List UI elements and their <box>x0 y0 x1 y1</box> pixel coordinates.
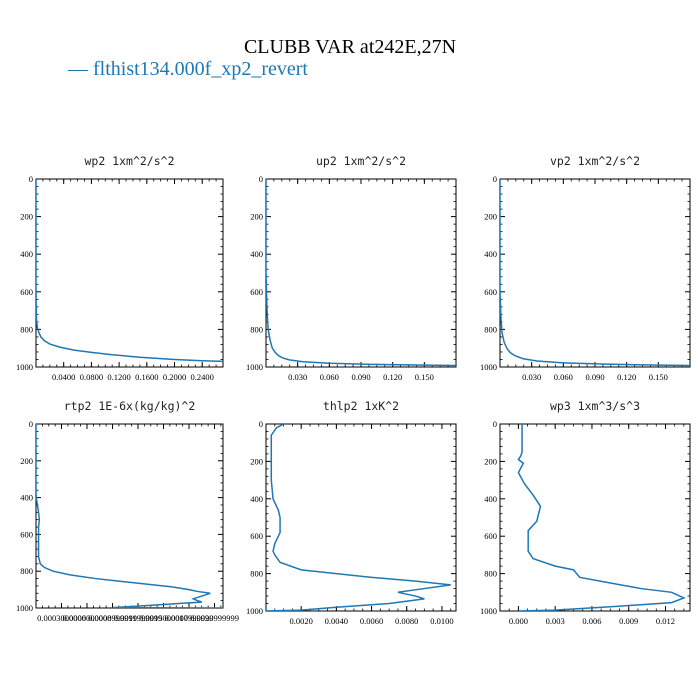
y-tick-label: 400 <box>20 249 33 259</box>
x-tick-label: 0.120 <box>383 372 402 382</box>
y-tick-label: 0 <box>29 174 33 184</box>
y-tick-label: 800 <box>484 569 497 579</box>
y-tick-label: 600 <box>250 531 263 541</box>
plot-frame <box>499 178 691 368</box>
x-tick-label: 0.0003000000 <box>37 613 86 623</box>
x-tick-label: 0.0800 <box>80 372 103 382</box>
y-tick-label: 800 <box>250 569 263 579</box>
y-tick-label: 1000 <box>16 603 33 613</box>
x-tick-label: 0.150 <box>415 372 434 382</box>
panel-title: up2 1xm^2/s^2 <box>316 154 406 168</box>
y-tick-label: 600 <box>484 531 497 541</box>
y-tick-label: 0 <box>493 419 497 429</box>
x-tick-label: 0.0060 <box>360 616 383 626</box>
x-tick-label: 0.0040 <box>325 616 348 626</box>
y-tick-label: 200 <box>484 456 497 466</box>
y-tick-label: 200 <box>250 212 263 222</box>
x-tick-label: 0.0100 <box>430 616 453 626</box>
x-tick-label: 0.0400 <box>52 372 75 382</box>
y-tick-label: 200 <box>484 212 497 222</box>
y-tick-label: 400 <box>20 493 33 503</box>
plot-frame <box>265 178 457 368</box>
panel-3: vp2 1xm^2/s^2 0 200 400 600 800 1000 0.030 0.060… <box>480 154 691 382</box>
plot-frame <box>265 423 457 612</box>
y-tick-label: 200 <box>20 212 33 222</box>
x-tick-label: 0.120 <box>617 372 636 382</box>
panel-title: wp3 1xm^3/s^3 <box>550 399 640 413</box>
x-tick-label: 0.009 <box>619 616 638 626</box>
x-tick-label: 0.2400 <box>191 372 214 382</box>
y-tick-label: 0 <box>493 174 497 184</box>
y-tick-label: 1000 <box>246 362 263 372</box>
plot-frame <box>35 423 224 609</box>
panel-1: wp2 1xm^2/s^2 0 200 400 600 800 1000 0.0400 0.08… <box>16 154 224 382</box>
panel-2: up2 1xm^2/s^2 0 200 400 600 800 1000 0.030 0.060… <box>246 154 457 382</box>
series-line <box>36 424 223 608</box>
x-tick-label: 0.0020 <box>289 616 312 626</box>
x-tick-label: 0.150 <box>649 372 668 382</box>
y-tick-label: 600 <box>20 529 33 539</box>
y-tick-label: 200 <box>250 456 263 466</box>
series-line <box>266 424 451 611</box>
y-tick-label: 1000 <box>480 606 497 616</box>
plot-frame <box>35 178 224 368</box>
series-line <box>517 424 686 611</box>
x-tick-label: 0.2000 <box>163 372 186 382</box>
series-line <box>266 179 456 367</box>
y-tick-label: 600 <box>484 287 497 297</box>
y-tick-label: 0 <box>29 419 33 429</box>
y-tick-label: 800 <box>250 324 263 334</box>
series-line <box>36 179 223 363</box>
y-tick-label: 800 <box>20 324 33 334</box>
y-tick-label: 400 <box>250 494 263 504</box>
x-tick-label: 0.0008999999 <box>88 613 137 623</box>
x-tick-label: 0.030 <box>522 372 541 382</box>
panel-5: thlp2 1xK^2 0 200 400 600 800 1000 0.0020 0.0040… <box>246 399 457 626</box>
x-tick-label: 0.0020999999 <box>190 613 239 623</box>
x-tick-label: 0.090 <box>351 372 370 382</box>
y-tick-label: 0 <box>259 419 263 429</box>
y-tick-label: 1000 <box>246 606 263 616</box>
panel-4: rtp2 1E-6x(kg/kg)^2 0 200 400 600 800 1000 0.00… <box>16 399 239 623</box>
x-tick-label: 0.006 <box>582 616 601 626</box>
x-tick-label: 0.0011999999 <box>114 613 163 623</box>
x-tick-label: 0.0015000000 <box>139 613 188 623</box>
x-tick-label: 0.012 <box>656 616 675 626</box>
x-tick-label: 0.060 <box>320 372 339 382</box>
y-tick-label: 400 <box>484 249 497 259</box>
panel-title: vp2 1xm^2/s^2 <box>550 154 640 168</box>
panel-title: thlp2 1xK^2 <box>323 399 399 413</box>
figure-title: CLUBB VAR at242E,27N <box>243 36 457 58</box>
x-tick-label: 0.003 <box>546 616 565 626</box>
y-tick-label: 1000 <box>480 362 497 372</box>
y-tick-label: 600 <box>250 287 263 297</box>
y-tick-label: 1000 <box>16 362 33 372</box>
y-tick-label: 200 <box>20 456 33 466</box>
plot-frame <box>499 423 691 612</box>
legend-entry: — flthist134.000f_xp2_revert <box>68 58 308 80</box>
x-tick-label: 0.0006000000 <box>63 613 112 623</box>
x-tick-label: 0.090 <box>585 372 604 382</box>
y-tick-label: 0 <box>259 174 263 184</box>
x-tick-label: 0.1600 <box>135 372 158 382</box>
x-tick-label: 0.030 <box>288 372 307 382</box>
x-tick-label: 0.1200 <box>107 372 130 382</box>
y-tick-label: 600 <box>20 287 33 297</box>
x-tick-label: 0.000 <box>509 616 528 626</box>
x-tick-label: 0.0080 <box>395 616 418 626</box>
y-tick-label: 800 <box>20 566 33 576</box>
panel-6: wp3 1xm^3/s^3 0 200 400 600 800 1000 0.000 0.003… <box>480 399 691 626</box>
panel-title: wp2 1xm^2/s^2 <box>84 154 174 168</box>
y-tick-label: 800 <box>484 324 497 334</box>
series-line <box>500 179 690 367</box>
panel-title: rtp2 1E-6x(kg/kg)^2 <box>64 399 196 413</box>
y-tick-label: 400 <box>250 249 263 259</box>
y-tick-label: 400 <box>484 494 497 504</box>
x-tick-label: 0.0017999999 <box>165 613 214 623</box>
x-tick-label: 0.060 <box>554 372 573 382</box>
